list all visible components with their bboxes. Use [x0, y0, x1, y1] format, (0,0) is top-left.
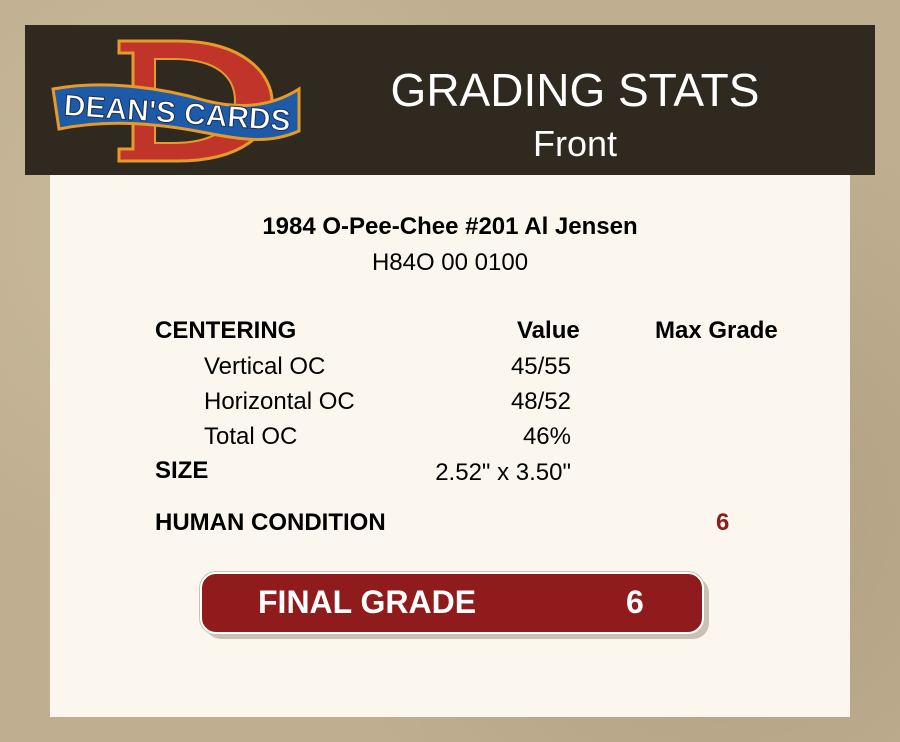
size-label: SIZE — [155, 457, 209, 484]
final-grade-value: 6 — [626, 584, 644, 620]
human-condition-label: HUMAN CONDITION — [155, 509, 386, 536]
page-subtitle: Front — [532, 123, 618, 164]
header: DEAN'S CARDS GRADING STATS Front — [25, 25, 875, 175]
human-condition-grade: 6 — [716, 509, 730, 536]
horizontal-oc-value: 48/52 — [510, 388, 571, 415]
card-name: 1984 O-Pee-Chee #201 Al Jensen — [262, 213, 638, 240]
total-oc-value: 46% — [522, 423, 571, 450]
cert-number: H84O 00 0100 — [371, 249, 529, 276]
grading-panel: 1984 O-Pee-Chee #201 Al Jensen H84O 00 0… — [50, 175, 850, 717]
total-oc-label: Total OC — [204, 423, 298, 450]
size-value: 2.52" x 3.50" — [435, 459, 571, 486]
final-grade-label: FINAL GRADE — [258, 584, 477, 620]
vertical-oc-label: Vertical OC — [204, 353, 326, 380]
value-column-header: Value — [517, 317, 580, 344]
final-grade-badge: FINAL GRADE 6 — [200, 572, 704, 634]
centering-heading: CENTERING — [155, 317, 297, 344]
deans-cards-logo: DEAN'S CARDS — [51, 39, 301, 163]
horizontal-oc-label: Horizontal OC — [204, 388, 355, 415]
max-grade-column-header: Max Grade — [655, 317, 778, 344]
page-title: GRADING STATS — [390, 64, 760, 116]
vertical-oc-value: 45/55 — [510, 353, 571, 380]
